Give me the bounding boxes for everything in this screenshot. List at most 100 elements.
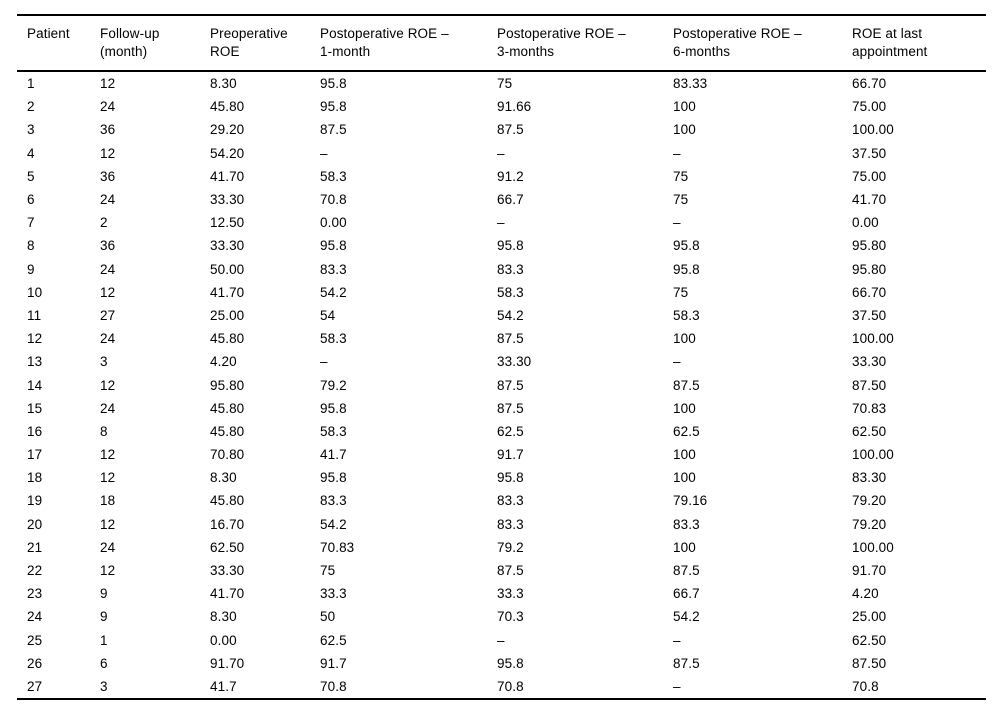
table-cell: 0.00 (210, 632, 237, 648)
column-header-postop-3m: Postoperative ROE – 3-months (497, 15, 673, 71)
table-cell: 95.8 (320, 238, 347, 254)
table-cell: 24 (100, 400, 116, 416)
table-row: 15 24 45.80 95.8 87.5 100 70.83 (17, 397, 986, 420)
table-cell: 79.20 (852, 493, 887, 509)
table-cell: 9 (27, 261, 35, 277)
table-cell: 70.8 (320, 192, 347, 208)
table-cell: 4.20 (210, 354, 237, 370)
table-cell: 58.3 (673, 307, 700, 323)
table-cell: 75 (673, 168, 689, 184)
table-row: 7 2 12.50 0.00 – – 0.00 (17, 211, 986, 234)
table-cell: 12 (27, 331, 43, 347)
column-header-line1: Preoperative (210, 26, 288, 41)
table-cell: 5 (27, 168, 35, 184)
table-row: 3 36 29.20 87.5 87.5 100 100.00 (17, 118, 986, 141)
table-cell: 41.7 (210, 678, 237, 694)
table-cell: 23 (27, 586, 43, 602)
table-cell: 70.83 (320, 539, 355, 555)
table-cell: 41.7 (320, 447, 347, 463)
table-row: 23 9 41.70 33.3 33.3 66.7 4.20 (17, 582, 986, 605)
table-cell: 75 (673, 192, 689, 208)
table-cell: 2 (27, 99, 35, 115)
table-cell: 100.00 (852, 447, 894, 463)
column-header-line1: Follow-up (100, 26, 160, 41)
table-row: 24 9 8.30 50 70.3 54.2 25.00 (17, 605, 986, 628)
table-cell: 14 (27, 377, 43, 393)
table-cell: 100 (673, 447, 696, 463)
table-cell: 8.30 (210, 609, 237, 625)
table-cell: 11 (27, 307, 42, 323)
table-cell: 33.3 (497, 586, 524, 602)
table-cell: 8 (100, 423, 108, 439)
table-cell: 100 (673, 400, 696, 416)
table-cell: 33.30 (210, 563, 245, 579)
table-cell: 45.80 (210, 493, 245, 509)
table-cell: 54.2 (320, 516, 347, 532)
table-cell: 36 (100, 238, 116, 254)
table-cell: 87.5 (673, 563, 700, 579)
table-cell: 27 (27, 678, 43, 694)
table-cell: – (673, 354, 681, 370)
table-cell: 10 (27, 284, 43, 300)
table-cell: 58.3 (320, 168, 347, 184)
table-cell: 20 (27, 516, 43, 532)
column-header-line1: ROE at last (852, 26, 923, 41)
table-cell: 62.50 (210, 539, 245, 555)
table-cell: 12 (100, 563, 116, 579)
table-cell: 87.5 (497, 377, 524, 393)
table-cell: 21 (27, 539, 43, 555)
table-cell: 62.5 (320, 632, 347, 648)
table-cell: 100.00 (852, 539, 894, 555)
column-header-follow-up: Follow-up (month) (100, 15, 210, 71)
table-cell: 24 (100, 539, 116, 555)
table-cell: 95.8 (497, 470, 524, 486)
table-cell: 24 (100, 192, 116, 208)
table-cell: 95.8 (320, 470, 347, 486)
table-cell: 95.8 (320, 99, 347, 115)
table-cell: 54 (320, 307, 336, 323)
table-row: 12 24 45.80 58.3 87.5 100 100.00 (17, 327, 986, 350)
table-cell: 87.5 (320, 122, 347, 138)
table-row: 13 3 4.20 – 33.30 – 33.30 (17, 350, 986, 373)
table-row: 22 12 33.30 75 87.5 87.5 91.70 (17, 559, 986, 582)
patient-roe-table: Patient Follow-up (month) Preoperative ROE Po… (17, 14, 986, 701)
column-header-roe-last: ROE at last appointment (852, 15, 986, 71)
table-row: 4 12 54.20 – – – 37.50 (17, 142, 986, 165)
table-cell: 13 (27, 354, 43, 370)
table-cell: 100.00 (852, 331, 894, 347)
table-cell: 62.5 (673, 423, 700, 439)
table-cell: 26 (27, 655, 43, 671)
table-cell: 58.3 (320, 331, 347, 347)
table-cell: 24 (100, 99, 116, 115)
table-cell: 95.80 (852, 261, 887, 277)
table-cell: 87.5 (497, 331, 524, 347)
table-cell: 45.80 (210, 400, 245, 416)
table-cell: 62.50 (852, 632, 887, 648)
table-cell: 75.00 (852, 168, 887, 184)
table-cell: 24 (27, 609, 43, 625)
table-cell: 50.00 (210, 261, 245, 277)
table-cell: 75.00 (852, 99, 887, 115)
column-header-line2: 3-months (497, 44, 555, 59)
table-cell: 6 (100, 655, 108, 671)
table-cell: 33.30 (210, 192, 245, 208)
table-cell: 91.2 (497, 168, 524, 184)
column-header-line2: appointment (852, 44, 928, 59)
column-header-line2: 6-months (673, 44, 731, 59)
table-row: 19 18 45.80 83.3 83.3 79.16 79.20 (17, 489, 986, 512)
column-header-postop-6m: Postoperative ROE – 6-months (673, 15, 852, 71)
table-cell: 37.50 (852, 307, 887, 323)
table-cell: 87.5 (497, 122, 524, 138)
table-cell: 16.70 (210, 516, 245, 532)
table-cell: 100 (673, 331, 696, 347)
table-cell: 17 (27, 447, 43, 463)
table-cell: 66.7 (497, 192, 524, 208)
table-cell: 95.8 (497, 655, 524, 671)
table-cell: 12 (100, 447, 116, 463)
table-cell: 8.30 (210, 76, 237, 92)
table-cell: 79.16 (673, 493, 708, 509)
table-cell: 95.8 (673, 261, 700, 277)
table-cell: 95.80 (852, 238, 887, 254)
table-cell: 24 (100, 331, 116, 347)
